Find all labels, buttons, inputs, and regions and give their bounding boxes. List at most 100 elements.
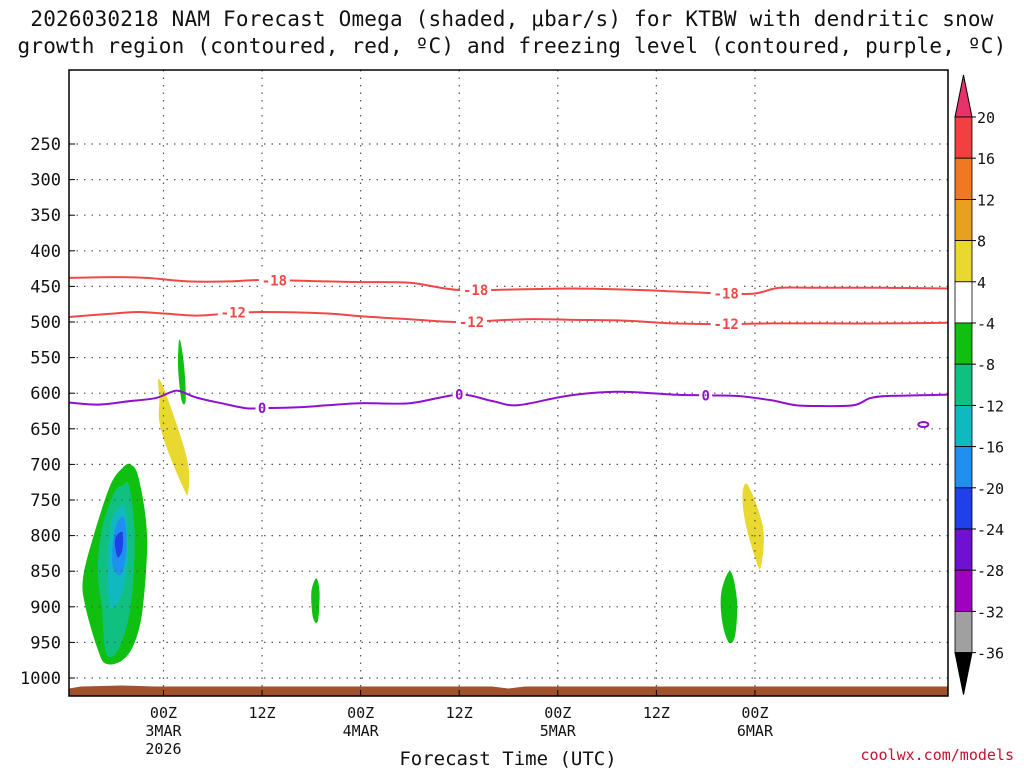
y-tick-label: 800 (30, 527, 61, 547)
colorbar-label: -4 (977, 315, 995, 333)
colorbar-cap-bottom (954, 652, 973, 695)
y-tick-label: 750 (30, 491, 61, 511)
omega-blue (114, 531, 124, 558)
x-tick-label: 00Z (741, 704, 768, 722)
colorbar-bin (954, 487, 973, 530)
contour-label-bg (710, 285, 742, 302)
colorbar-bin (954, 528, 973, 571)
colorbar-label: -16 (977, 439, 1004, 457)
x-tick-label: 12Z (446, 704, 473, 722)
y-tick-label: 1000 (20, 669, 61, 689)
plot-frame (68, 69, 949, 697)
y-tick-label: 900 (30, 598, 61, 618)
colorbar-cap-top (954, 74, 973, 118)
contour-label: -12 (714, 317, 739, 333)
y-tick-label: 650 (30, 420, 61, 440)
terrain (69, 685, 948, 696)
omega-shading (82, 339, 764, 665)
x-tick-date: 4MAR (343, 722, 380, 740)
omega-green-2 (177, 339, 186, 405)
colorbar-bin (954, 281, 973, 324)
x-tick-label: 12Z (643, 704, 670, 722)
contour-label: 0 (455, 388, 463, 404)
colorbar-label: 8 (977, 233, 986, 251)
omega-yellow-1 (158, 378, 190, 496)
contour-label: -18 (262, 274, 287, 290)
x-tick-label: 00Z (347, 704, 374, 722)
y-axis: 250 300 350 400 450 500 550 600 650 700 750 800 850 9… (20, 135, 75, 689)
colorbar-label: 20 (977, 109, 995, 127)
contour-label: -18 (714, 287, 739, 303)
gridlines (69, 70, 948, 696)
omega-yellow-2 (742, 483, 764, 570)
omega-green-4 (720, 571, 738, 644)
y-tick-label: 300 (30, 171, 61, 191)
y-tick-label: 600 (30, 384, 61, 404)
contour-label: 0 (701, 388, 709, 404)
contour-line (69, 276, 948, 296)
contour-label-bg (452, 386, 466, 403)
title-line-2: growth region (contoured, red, ºC) and f… (17, 34, 1007, 58)
x-tick-date: 3MAR (145, 722, 182, 740)
contour-label: -12 (459, 315, 484, 331)
contour-label-bg (255, 400, 269, 417)
contour-label: -18 (463, 283, 488, 299)
y-tick-label: 700 (30, 455, 61, 475)
colorbar-bin (954, 404, 973, 447)
colorbar-bin (954, 198, 973, 241)
contour-label: 0 (258, 401, 266, 417)
colorbar-bin (954, 157, 973, 200)
colorbar-label: -32 (977, 603, 1004, 621)
omega-green-3 (311, 578, 320, 624)
colorbar-bin (954, 611, 973, 654)
colorbar-label: -8 (977, 356, 995, 374)
y-tick-label: 950 (30, 633, 61, 653)
contour-label-bg (217, 304, 249, 321)
x-tick-date: 6MAR (737, 722, 774, 740)
y-tick-label: 850 (30, 562, 61, 582)
colorbar-label: -12 (977, 397, 1004, 415)
y-tick-label: 400 (30, 242, 61, 262)
y-tick-label: 500 (30, 313, 61, 333)
y-tick-label: 350 (30, 206, 61, 226)
colorbar-bin (954, 116, 973, 159)
colorbar-label: -24 (977, 521, 1004, 539)
x-tick-year: 2026 (145, 740, 181, 758)
colorbar-bin (954, 569, 973, 612)
x-axis-label: Forecast Time (UTC) (399, 748, 616, 768)
colorbar-bin (954, 322, 973, 365)
title-line-1: 2026030218 NAM Forecast Omega (shaded, μ… (30, 7, 994, 31)
y-tick-label: 250 (30, 135, 61, 155)
colorbar: 20 16 12 8 4 -4 -8 -12 -16 -20 -24 -28 -32 -36 (954, 74, 1004, 695)
contour-label-bg (710, 316, 742, 333)
x-tick-label: 00Z (544, 704, 571, 722)
contour-loop (917, 421, 930, 429)
colorbar-label: -28 (977, 562, 1004, 580)
y-tick-label: 550 (30, 349, 61, 369)
colorbar-bin (954, 240, 973, 283)
contour-line (69, 310, 948, 326)
contour-label-bg (460, 281, 492, 298)
colorbar-bin (954, 446, 973, 489)
terrain-fill (69, 685, 948, 696)
colorbar-label: -20 (977, 480, 1004, 498)
contours: -18 -12 -18 -12 -18 -12 0 0 0 (69, 272, 948, 429)
contour-line (69, 389, 948, 410)
contour-label-bg (699, 387, 713, 404)
contour-label-bg (258, 272, 290, 289)
colorbar-label: 4 (977, 274, 986, 292)
credit-text: coolwx.com/models (860, 746, 1014, 764)
x-tick-label: 12Z (249, 704, 276, 722)
colorbar-label: 16 (977, 150, 995, 168)
colorbar-label: 12 (977, 191, 995, 209)
x-tick-label: 00Z (150, 704, 177, 722)
chart-title: 2026030218 NAM Forecast Omega (shaded, μ… (0, 6, 1024, 60)
y-tick-label: 450 (30, 277, 61, 297)
contour-label-bg (456, 314, 488, 330)
x-tick-date: 5MAR (540, 722, 577, 740)
contour-label: -12 (221, 306, 246, 322)
colorbar-label: -36 (977, 645, 1004, 663)
colorbar-bin (954, 363, 973, 406)
